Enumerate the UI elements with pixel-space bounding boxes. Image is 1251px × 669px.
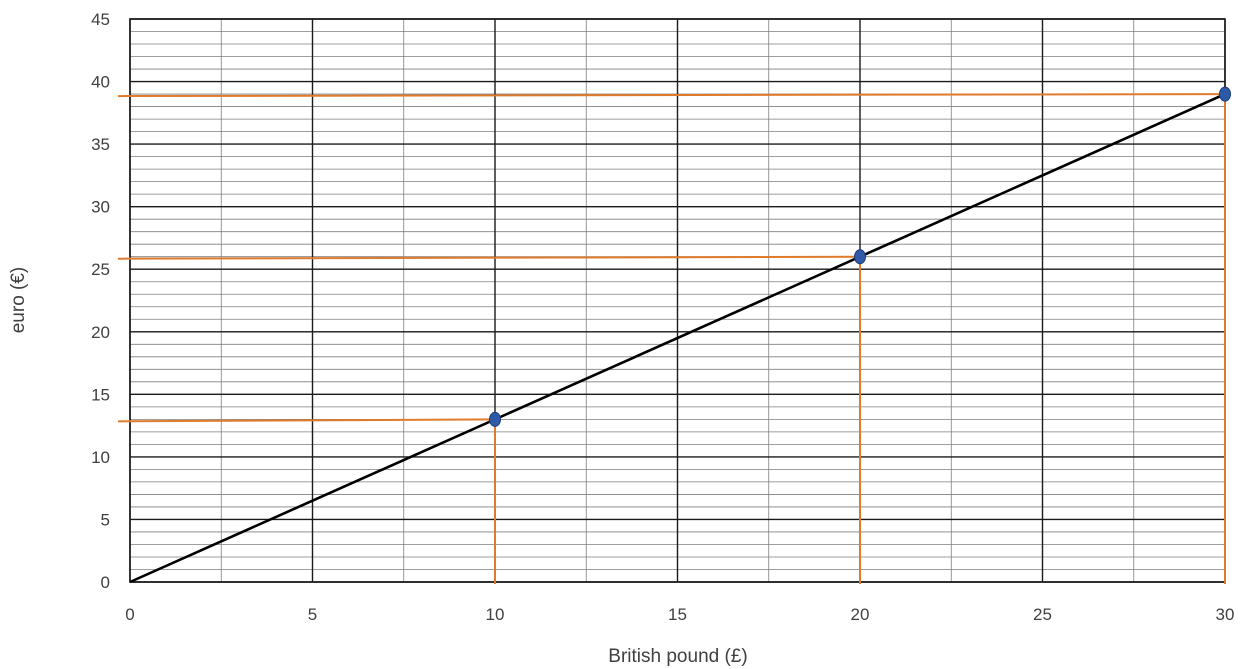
- series-line: [129, 92, 1226, 584]
- guide-line-horizontal: [117, 418, 496, 423]
- y-tick-label: 15: [91, 385, 110, 404]
- y-tick-label: 10: [91, 448, 110, 467]
- x-tick-label: 10: [486, 605, 505, 624]
- x-tick-label: 15: [668, 605, 687, 624]
- data-point: [854, 249, 866, 265]
- x-axis-title: British pound (£): [608, 646, 747, 667]
- x-tick-label: 5: [308, 605, 317, 624]
- y-tick-label: 40: [91, 73, 110, 92]
- x-tick-label: 20: [851, 605, 870, 624]
- series-lines: [129, 92, 1226, 584]
- guide-line-horizontal: [117, 255, 861, 260]
- x-tick-label: 30: [1216, 605, 1235, 624]
- y-tick-label: 35: [91, 135, 110, 154]
- guide-line-horizontal: [117, 93, 1226, 98]
- y-tick-label: 0: [101, 573, 110, 592]
- data-point: [489, 411, 501, 427]
- x-tick-label: 0: [125, 605, 134, 624]
- data-points: [489, 86, 1231, 427]
- y-tick-label: 5: [101, 510, 110, 529]
- x-tick-labels: 0 5 10 15 20 25 30: [125, 605, 1234, 624]
- y-tick-label: 30: [91, 198, 110, 217]
- y-tick-label: 20: [91, 323, 110, 342]
- major-grid: [129, 18, 1226, 583]
- x-tick-label: 25: [1033, 605, 1052, 624]
- guide-lines: [117, 93, 1226, 584]
- y-tick-labels: 0 5 10 15 20 25 30 35 40 45: [91, 10, 110, 592]
- data-point: [1219, 86, 1231, 102]
- y-axis-title: euro (€): [8, 267, 29, 334]
- y-tick-label: 25: [91, 260, 110, 279]
- y-tick-label: 45: [91, 10, 110, 29]
